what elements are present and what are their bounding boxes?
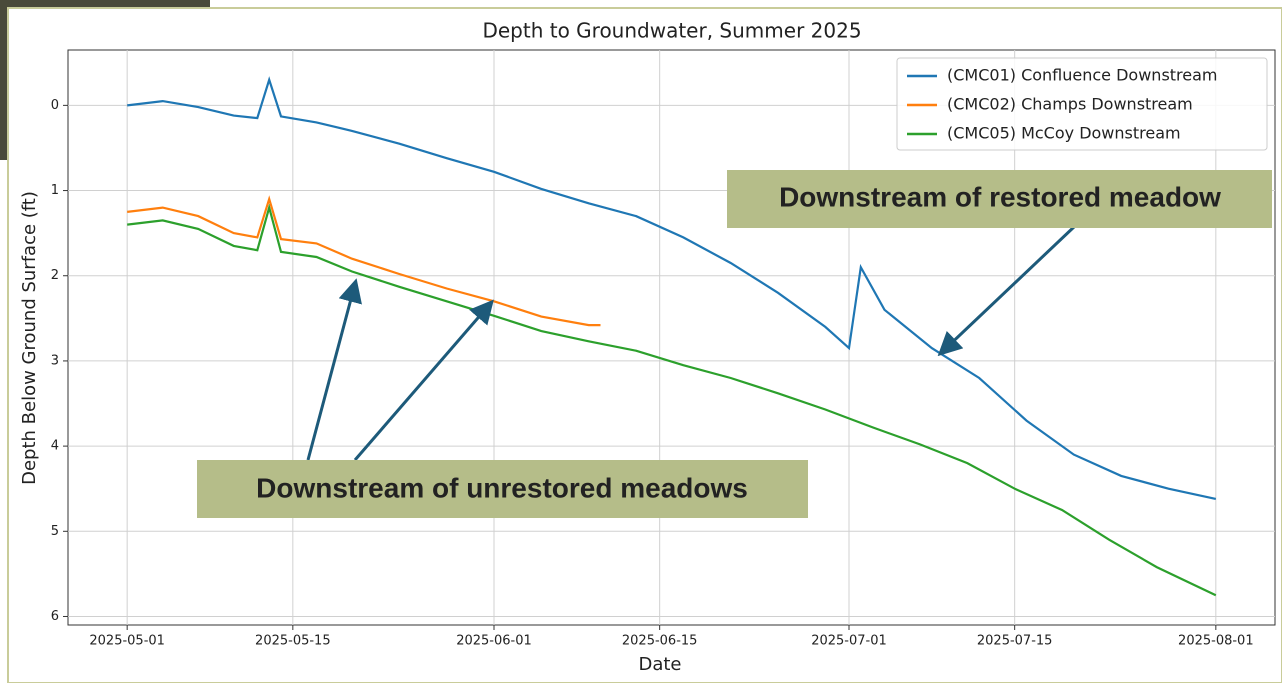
x-tick-label: 2025-05-15 bbox=[255, 634, 331, 649]
chart-title: Depth to Groundwater, Summer 2025 bbox=[482, 19, 861, 43]
x-tick-label: 2025-06-01 bbox=[456, 634, 532, 649]
x-tick-label: 2025-07-15 bbox=[977, 634, 1053, 649]
y-tick-label: 6 bbox=[51, 609, 59, 624]
legend-label: (CMC02) Champs Downstream bbox=[947, 95, 1193, 114]
callout-box bbox=[727, 170, 1272, 228]
y-tick-label: 3 bbox=[51, 353, 59, 368]
annotations: Downstream of restored meadow Downstream… bbox=[197, 170, 1272, 518]
arrow bbox=[306, 278, 362, 461]
y-tick-label: 0 bbox=[51, 98, 59, 113]
x-axis-label: Date bbox=[638, 654, 681, 675]
x-tick-label: 2025-08-01 bbox=[1178, 634, 1254, 649]
data-line bbox=[127, 76, 1217, 500]
legend-box bbox=[896, 57, 1268, 151]
callout-text: Downstream of restored meadow bbox=[779, 181, 1221, 212]
data-line bbox=[127, 203, 1217, 597]
legend-label: (CMC05) McCoy Downstream bbox=[947, 124, 1181, 143]
x-tick-label: 2025-07-01 bbox=[811, 634, 887, 649]
callout-box bbox=[197, 460, 808, 518]
y-tick-label: 1 bbox=[51, 183, 59, 198]
plot-area: 0 1 2 3 4 5 6 2025-05-01 2025-05-15 2025-06-01 202… bbox=[51, 49, 1276, 649]
y-axis-label: Depth Below Ground Surface (ft) bbox=[19, 191, 40, 485]
data-line bbox=[127, 195, 601, 327]
callout-text: Downstream of unrestored meadows bbox=[256, 472, 748, 503]
y-tick-label: 5 bbox=[51, 524, 59, 539]
arrow bbox=[353, 299, 494, 461]
x-tick-label: 2025-05-01 bbox=[89, 634, 165, 649]
arrow bbox=[937, 224, 1077, 357]
plot-frame bbox=[67, 49, 1276, 626]
legend-label: (CMC01) Confluence Downstream bbox=[947, 66, 1218, 85]
y-tick-label: 4 bbox=[51, 439, 59, 454]
x-tick-label: 2025-06-15 bbox=[622, 634, 698, 649]
y-tick-label: 2 bbox=[51, 268, 59, 283]
